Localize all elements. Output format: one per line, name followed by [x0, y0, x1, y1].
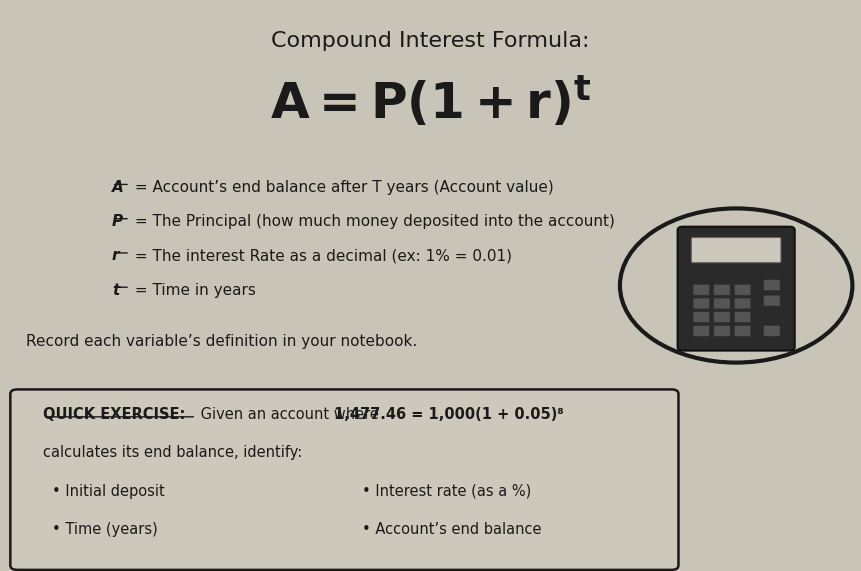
FancyBboxPatch shape [678, 227, 795, 351]
FancyBboxPatch shape [693, 284, 709, 295]
Text: $\mathbf{A = P(1 + r)^t}$: $\mathbf{A = P(1 + r)^t}$ [269, 74, 592, 130]
FancyBboxPatch shape [693, 298, 709, 309]
Text: QUICK EXERCISE:: QUICK EXERCISE: [43, 407, 185, 421]
FancyBboxPatch shape [10, 389, 678, 570]
Text: A: A [112, 180, 124, 195]
Text: Compound Interest Formula:: Compound Interest Formula: [271, 31, 590, 51]
FancyBboxPatch shape [734, 298, 751, 309]
Text: • Initial deposit: • Initial deposit [52, 484, 164, 498]
FancyBboxPatch shape [693, 325, 709, 336]
FancyBboxPatch shape [714, 325, 730, 336]
Text: 1,477.46 = 1,000(1 + 0.05)⁸: 1,477.46 = 1,000(1 + 0.05)⁸ [334, 407, 564, 421]
Text: P: P [112, 214, 123, 229]
FancyBboxPatch shape [693, 312, 709, 323]
FancyBboxPatch shape [691, 238, 781, 263]
FancyBboxPatch shape [764, 325, 780, 336]
FancyBboxPatch shape [734, 312, 751, 323]
Text: Given an account where: Given an account where [196, 407, 384, 421]
Text: r: r [112, 248, 120, 263]
Text: • Time (years): • Time (years) [52, 522, 158, 537]
FancyBboxPatch shape [764, 280, 780, 291]
FancyBboxPatch shape [714, 284, 730, 295]
FancyBboxPatch shape [764, 295, 780, 306]
Text: t: t [112, 283, 119, 297]
Text: = The Principal (how much money deposited into the account): = The Principal (how much money deposite… [130, 214, 615, 229]
Text: calculates its end balance, identify:: calculates its end balance, identify: [43, 445, 302, 460]
Text: = Account’s end balance after T years (Account value): = Account’s end balance after T years (A… [130, 180, 554, 195]
Text: • Interest rate (as a %): • Interest rate (as a %) [362, 484, 531, 498]
Text: • Account’s end balance: • Account’s end balance [362, 522, 541, 537]
FancyBboxPatch shape [714, 312, 730, 323]
FancyBboxPatch shape [734, 284, 751, 295]
Text: Record each variable’s definition in your notebook.: Record each variable’s definition in you… [26, 334, 417, 349]
FancyBboxPatch shape [734, 325, 751, 336]
FancyBboxPatch shape [714, 298, 730, 309]
Text: = The interest Rate as a decimal (ex: 1% = 0.01): = The interest Rate as a decimal (ex: 1%… [130, 248, 512, 263]
Text: = Time in years: = Time in years [130, 283, 256, 297]
